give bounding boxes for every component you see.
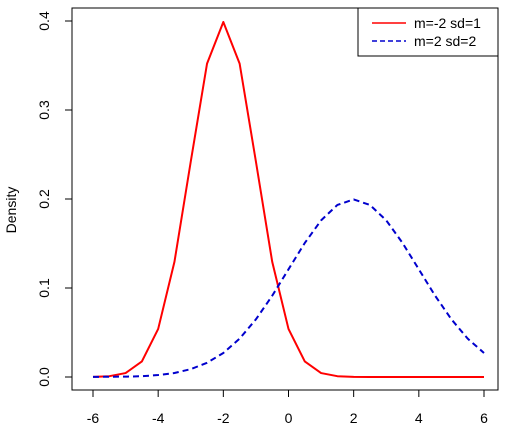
y-tick-label: 0.3 [36, 100, 52, 120]
x-tick-label: -4 [152, 410, 165, 426]
legend-entry: m=-2 sd=1 [414, 15, 481, 31]
series-line-2 [92, 198, 485, 378]
y-tick-label: 0.0 [36, 367, 52, 387]
legend-box [357, 7, 499, 57]
plot-frame [71, 7, 499, 391]
x-tick-label: 6 [480, 410, 488, 426]
y-tick-label: 0.4 [36, 11, 52, 31]
x-tick-label: 2 [350, 410, 358, 426]
x-tick-label: 0 [285, 410, 293, 426]
axes: -6 -4 -2 0 2 4 6 0.0 0.1 0.2 0.3 0.4 [36, 7, 499, 426]
x-tick-label: 4 [415, 410, 423, 426]
y-tick-label: 0.1 [36, 278, 52, 298]
legend-entry: m=2 sd=2 [414, 33, 476, 49]
x-tick-label: -2 [217, 410, 230, 426]
x-tick-label: -6 [87, 410, 100, 426]
legend: m=-2 sd=1 m=2 sd=2 [357, 7, 499, 57]
y-axis-label: Density [3, 187, 19, 234]
series-line-1 [92, 20, 484, 378]
series-layer [92, 20, 485, 378]
y-tick-label: 0.2 [36, 189, 52, 209]
